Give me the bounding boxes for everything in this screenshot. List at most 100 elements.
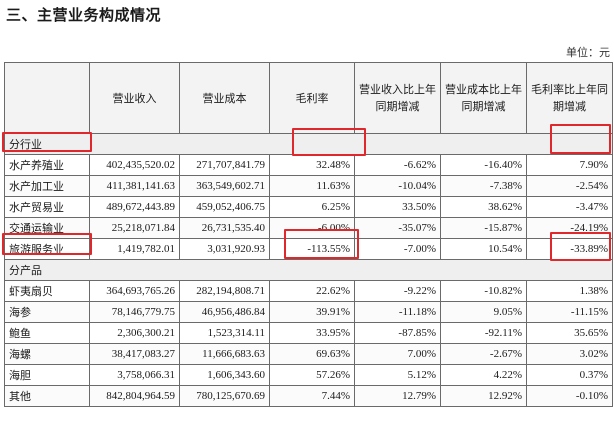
row-label: 海胆	[4, 364, 90, 386]
table-cell: -24.19%	[526, 217, 613, 239]
section-label: 分行业	[4, 133, 613, 155]
header-cell: 毛利率比上年同期增减	[526, 62, 613, 134]
table-cell: -33.89%	[526, 238, 613, 260]
table-cell: -2.67%	[440, 343, 527, 365]
table-row: 交通运输业 25,218,071.84 26,731,535.40 -6.00% -35…	[4, 217, 613, 239]
table-cell: 9.05%	[440, 301, 527, 323]
table-cell: 4.22%	[440, 364, 527, 386]
table-cell: 6.25%	[269, 196, 355, 218]
row-label: 旅游服务业	[4, 238, 90, 260]
table-cell: -16.40%	[440, 154, 527, 176]
table-cell: -7.38%	[440, 175, 527, 197]
table-cell: 2,306,300.21	[89, 322, 180, 344]
table-row: 水产贸易业 489,672,443.89 459,052,406.75 6.25% 33…	[4, 196, 613, 218]
table-cell: 7.00%	[354, 343, 441, 365]
table-row: 水产加工业 411,381,141.63 363,549,602.71 11.63% -…	[4, 175, 613, 197]
table-cell: -11.18%	[354, 301, 441, 323]
table-cell: 271,707,841.79	[179, 154, 270, 176]
section-row: 分行业	[4, 133, 613, 155]
table-cell: -7.00%	[354, 238, 441, 260]
table-row: 水产养殖业 402,435,520.02 271,707,841.79 32.48% -…	[4, 154, 613, 176]
table-cell: -113.55%	[269, 238, 355, 260]
table-cell: -35.07%	[354, 217, 441, 239]
table-cell: 57.26%	[269, 364, 355, 386]
table-cell: 38,417,083.27	[89, 343, 180, 365]
table-cell: 22.62%	[269, 280, 355, 302]
table-cell: 1,419,782.01	[89, 238, 180, 260]
table-cell: 78,146,779.75	[89, 301, 180, 323]
table-cell: 69.63%	[269, 343, 355, 365]
table-cell: -11.15%	[526, 301, 613, 323]
table-cell: -2.54%	[526, 175, 613, 197]
table-cell: 402,435,520.02	[89, 154, 180, 176]
table-row: 旅游服务业 1,419,782.01 3,031,920.93 -113.55% -7.…	[4, 238, 613, 260]
table-cell: 489,672,443.89	[89, 196, 180, 218]
row-label: 交通运输业	[4, 217, 90, 239]
table-cell: -10.04%	[354, 175, 441, 197]
unit-label: 单位：元	[566, 46, 610, 59]
table-cell: 25,218,071.84	[89, 217, 180, 239]
table-cell: 282,194,808.71	[179, 280, 270, 302]
table-cell: 364,693,765.26	[89, 280, 180, 302]
table-cell: 32.48%	[269, 154, 355, 176]
table-cell: 10.54%	[440, 238, 527, 260]
table-cell: -92.11%	[440, 322, 527, 344]
table-cell: -6.62%	[354, 154, 441, 176]
table-cell: 12.92%	[440, 385, 527, 407]
row-label: 其他	[4, 385, 90, 407]
table-cell: 46,956,486.84	[179, 301, 270, 323]
row-label: 海螺	[4, 343, 90, 365]
table-cell: 0.37%	[526, 364, 613, 386]
header-cell: 营业成本比上年同期增减	[440, 62, 527, 134]
table-cell: -15.87%	[440, 217, 527, 239]
table-cell: 12.79%	[354, 385, 441, 407]
row-label: 水产贸易业	[4, 196, 90, 218]
row-label: 虾夷扇贝	[4, 280, 90, 302]
header-cell: 营业成本	[179, 62, 270, 134]
table-cell: -6.00%	[269, 217, 355, 239]
table-cell: 33.50%	[354, 196, 441, 218]
table-cell: -87.85%	[354, 322, 441, 344]
table-cell: 780,125,670.69	[179, 385, 270, 407]
table-row: 鲍鱼 2,306,300.21 1,523,314.11 33.95% -87.85% -…	[4, 322, 613, 344]
table-row: 虾夷扇贝 364,693,765.26 282,194,808.71 22.62% -9…	[4, 280, 613, 302]
table-cell: 1.38%	[526, 280, 613, 302]
table-row: 海参 78,146,779.75 46,956,486.84 39.91% -11.18…	[4, 301, 613, 323]
table-cell: -9.22%	[354, 280, 441, 302]
row-label: 海参	[4, 301, 90, 323]
table-cell: -0.10%	[526, 385, 613, 407]
table-cell: 363,549,602.71	[179, 175, 270, 197]
table-cell: 842,804,964.59	[89, 385, 180, 407]
table-cell: 11,666,683.63	[179, 343, 270, 365]
table-row: 海胆 3,758,066.31 1,606,343.60 57.26% 5.12% 4.2…	[4, 364, 613, 386]
table-cell: 3,031,920.93	[179, 238, 270, 260]
table-cell: 11.63%	[269, 175, 355, 197]
table-cell: 1,523,314.11	[179, 322, 270, 344]
header-cell	[4, 62, 90, 134]
header-row: 营业收入 营业成本 毛利率 营业收入比上年同期增减 营业成本比上年同期增减 毛利…	[4, 62, 613, 134]
table-cell: 7.44%	[269, 385, 355, 407]
table-cell: 3.02%	[526, 343, 613, 365]
table-row: 其他 842,804,964.59 780,125,670.69 7.44% 12.79…	[4, 385, 613, 407]
header-cell: 毛利率	[269, 62, 355, 134]
table-cell: 3,758,066.31	[89, 364, 180, 386]
table-cell: 411,381,141.63	[89, 175, 180, 197]
table-cell: 1,606,343.60	[179, 364, 270, 386]
table-cell: 7.90%	[526, 154, 613, 176]
table-cell: 35.65%	[526, 322, 613, 344]
header-cell: 营业收入比上年同期增减	[354, 62, 441, 134]
table-cell: 459,052,406.75	[179, 196, 270, 218]
header-cell: 营业收入	[89, 62, 180, 134]
table-cell: 33.95%	[269, 322, 355, 344]
table-cell: 38.62%	[440, 196, 527, 218]
row-label: 水产养殖业	[4, 154, 90, 176]
section-heading: 三、主营业务构成情况	[6, 6, 162, 24]
table-cell: 5.12%	[354, 364, 441, 386]
table-cell: 26,731,535.40	[179, 217, 270, 239]
row-label: 鲍鱼	[4, 322, 90, 344]
table-cell: -3.47%	[526, 196, 613, 218]
table-row: 海螺 38,417,083.27 11,666,683.63 69.63% 7.00% -…	[4, 343, 613, 365]
business-composition-table: 营业收入 营业成本 毛利率 营业收入比上年同期增减 营业成本比上年同期增减 毛利…	[4, 62, 613, 407]
table-cell: -10.82%	[440, 280, 527, 302]
section-row: 分产品	[4, 259, 613, 281]
